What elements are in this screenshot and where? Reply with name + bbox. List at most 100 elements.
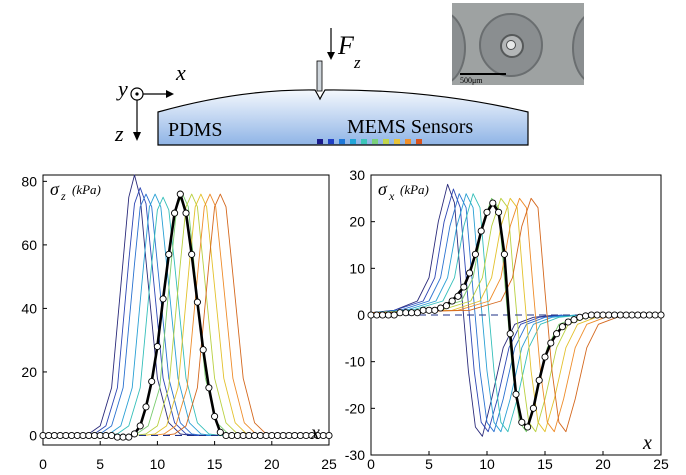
- data-point: [431, 306, 439, 314]
- data-point: [471, 250, 479, 258]
- y-axis-unit: (kPa): [72, 182, 101, 197]
- series-line: [370, 197, 611, 433]
- y-tick-label: 60: [21, 237, 37, 253]
- pdms-label: PDMS: [168, 119, 222, 141]
- data-point: [582, 312, 590, 320]
- x-tick-label: 10: [479, 456, 495, 472]
- data-point: [442, 302, 450, 310]
- data-point: [570, 316, 578, 324]
- data-point: [199, 346, 207, 354]
- data-point: [564, 318, 572, 326]
- data-point: [205, 384, 213, 392]
- series-line: [134, 193, 261, 436]
- sensor-square: [383, 139, 389, 144]
- data-point: [413, 309, 421, 317]
- data-point: [125, 433, 133, 441]
- schematic: F z y x z PDMS MEMS Sensors: [114, 28, 529, 146]
- y-axis-label: σ: [378, 179, 388, 199]
- data-point: [165, 250, 173, 258]
- data-point: [477, 227, 485, 235]
- data-point: [529, 404, 537, 412]
- dome-right-partial: [572, 11, 584, 85]
- scale-label: 500μm: [460, 76, 483, 85]
- x-axis-label: x: [642, 432, 652, 454]
- data-point: [176, 190, 184, 198]
- data-point: [373, 311, 381, 319]
- data-point: [634, 311, 642, 319]
- data-point: [524, 423, 532, 431]
- dome-core: [506, 40, 516, 50]
- series-line: [88, 193, 215, 436]
- micrograph-image: 500μm: [452, 3, 584, 85]
- y-tick-label: 10: [349, 260, 365, 276]
- x-tick-label: 10: [150, 456, 166, 472]
- y-tick-label: 20: [349, 214, 365, 230]
- y-tick-label: 0: [357, 307, 365, 323]
- y-tick-label: 0: [29, 427, 37, 443]
- data-point: [171, 209, 179, 217]
- data-point: [437, 304, 445, 312]
- y-axis-label: σ: [50, 179, 60, 199]
- y-tick-label: 20: [21, 364, 37, 380]
- data-point: [616, 311, 624, 319]
- data-point: [535, 376, 543, 384]
- fit-curve: [43, 192, 329, 439]
- sensor-square: [394, 139, 400, 144]
- data-point: [541, 353, 549, 361]
- data-point: [622, 311, 630, 319]
- series-line: [105, 196, 232, 436]
- force-label-sub: z: [353, 53, 361, 72]
- data-point: [367, 311, 375, 319]
- data-point: [419, 306, 427, 314]
- data-point: [182, 209, 190, 217]
- probe: [316, 60, 323, 92]
- x-axis-label: x: [310, 422, 320, 444]
- data-point: [500, 250, 508, 258]
- y-tick-label: 30: [349, 167, 365, 183]
- series-line: [143, 193, 270, 436]
- axis-x-label: x: [175, 60, 186, 85]
- series-line: [370, 193, 583, 433]
- data-point: [396, 309, 404, 317]
- data-point: [587, 311, 595, 319]
- data-point: [279, 431, 287, 440]
- series-line: [370, 188, 563, 433]
- data-point: [79, 431, 87, 440]
- data-point: [211, 412, 219, 420]
- data-point: [553, 330, 561, 338]
- x-tick-label: 25: [653, 456, 669, 472]
- sensor-square: [317, 139, 323, 144]
- data-point: [188, 250, 196, 258]
- data-point: [136, 422, 144, 430]
- data-point: [193, 298, 201, 306]
- data-point: [130, 430, 139, 438]
- x-tick-label: 25: [321, 456, 337, 472]
- data-point: [390, 311, 398, 319]
- data-point: [489, 199, 497, 207]
- x-tick-label: 0: [367, 456, 375, 472]
- data-point: [454, 292, 462, 300]
- data-point: [408, 309, 416, 317]
- sensor-square: [328, 139, 334, 144]
- data-point: [216, 428, 224, 436]
- x-tick-label: 20: [264, 456, 280, 472]
- data-point: [651, 311, 659, 319]
- series-line: [82, 187, 209, 436]
- data-point: [222, 431, 230, 440]
- plot-frame: [42, 174, 330, 446]
- data-point: [640, 311, 648, 319]
- data-point: [495, 208, 503, 216]
- data-point: [425, 306, 433, 314]
- z-axis-arrowhead: [133, 132, 141, 141]
- data-point: [108, 431, 116, 440]
- data-point: [645, 311, 653, 319]
- sensor-square: [372, 139, 378, 144]
- data-point: [593, 311, 601, 319]
- series-line: [77, 174, 204, 436]
- data-point: [547, 339, 555, 347]
- sensor-square: [350, 139, 356, 144]
- sensor-row: [317, 139, 422, 144]
- series-line: [370, 197, 620, 433]
